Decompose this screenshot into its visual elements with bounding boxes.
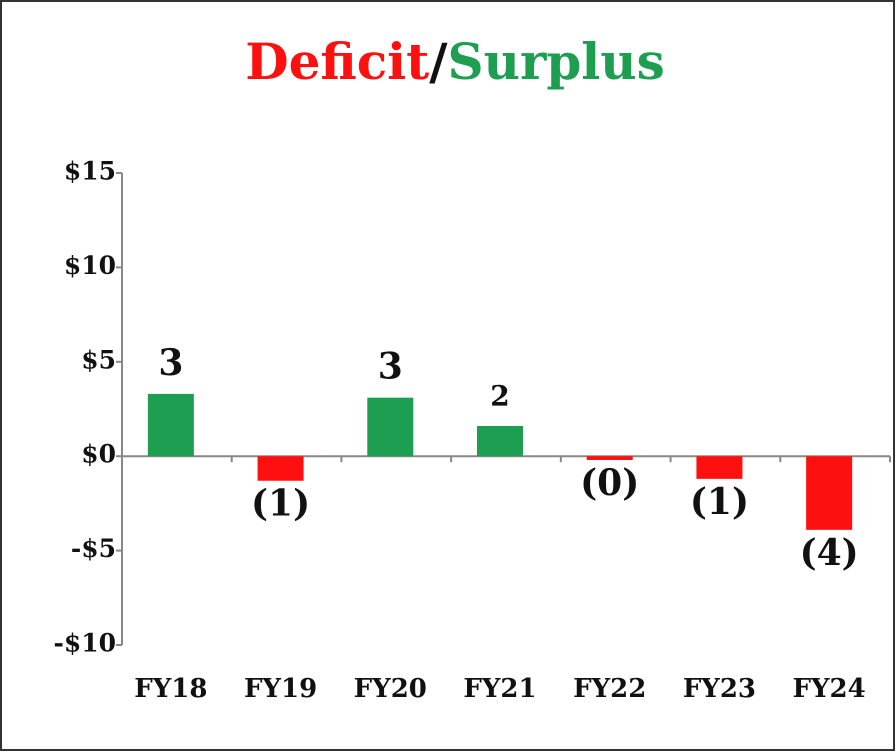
x-tick-label: FY19 <box>244 674 317 704</box>
x-tick-label: FY22 <box>573 674 646 704</box>
y-tick-label: $15 <box>64 157 116 186</box>
bar <box>806 456 853 530</box>
value-label: 2 <box>490 379 509 412</box>
bar <box>367 397 414 457</box>
value-label: 3 <box>378 346 403 388</box>
bar <box>586 456 633 460</box>
title-deficit: Deficit <box>245 32 429 91</box>
x-tick-label: FY21 <box>463 674 536 704</box>
x-tick-label: FY24 <box>793 674 866 704</box>
y-tick-label: $0 <box>81 440 116 469</box>
chart-title: Deficit/Surplus <box>245 32 665 91</box>
value-label: 3 <box>158 342 183 384</box>
x-tick-label: FY20 <box>354 674 427 704</box>
title-slash: / <box>429 32 448 91</box>
value-label: (0) <box>580 462 639 504</box>
y-tick-label: -$5 <box>71 534 116 563</box>
value-label: (1) <box>251 483 310 525</box>
y-tick-label: $10 <box>64 251 116 280</box>
title-surplus: Surplus <box>448 32 665 91</box>
value-label: (4) <box>800 532 859 574</box>
bar <box>257 456 304 481</box>
x-tick-label: FY23 <box>683 674 756 704</box>
value-label: (1) <box>690 481 749 523</box>
bar <box>147 393 194 457</box>
bar <box>477 425 523 457</box>
y-tick-label: $5 <box>81 345 116 374</box>
y-tick-label: -$10 <box>53 629 116 658</box>
bar <box>696 456 743 479</box>
x-tick-label: FY18 <box>134 674 207 704</box>
